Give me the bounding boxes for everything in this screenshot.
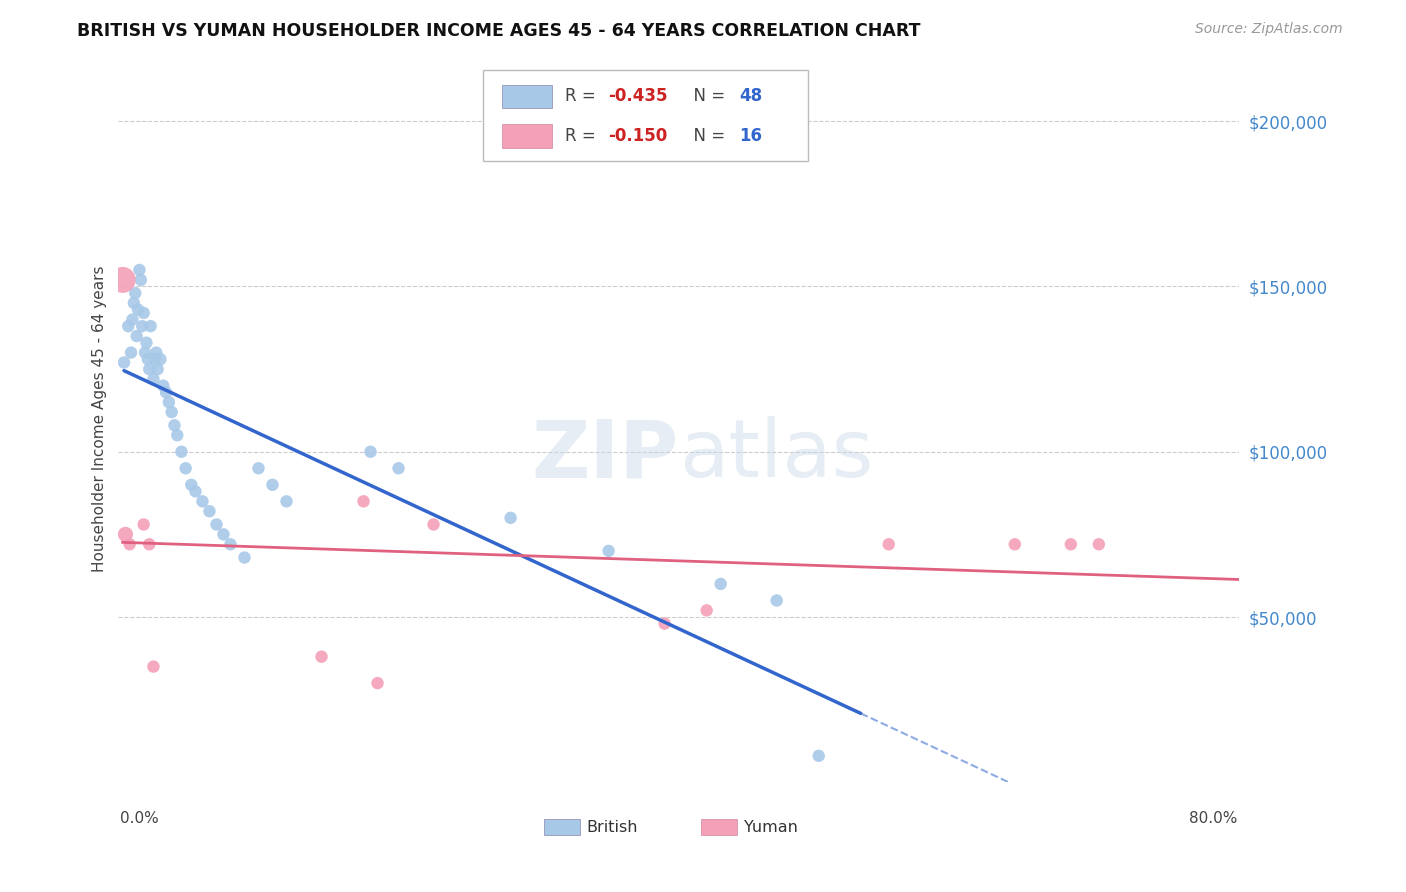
Point — [128, 263, 150, 277]
Point — [117, 319, 139, 334]
Point — [114, 527, 136, 541]
Point — [163, 418, 186, 433]
Bar — [702, 820, 737, 835]
Point — [134, 345, 156, 359]
Point — [184, 484, 207, 499]
Point — [205, 517, 228, 532]
Point — [276, 494, 298, 508]
Point — [262, 478, 284, 492]
Point — [111, 273, 134, 287]
Point — [765, 593, 787, 607]
Point — [180, 478, 202, 492]
Text: N =: N = — [683, 87, 731, 105]
Text: atlas: atlas — [679, 416, 873, 494]
Point — [124, 286, 146, 301]
Point — [219, 537, 242, 551]
Text: Source: ZipAtlas.com: Source: ZipAtlas.com — [1195, 22, 1343, 37]
Point — [233, 550, 256, 565]
Point — [247, 461, 270, 475]
Point — [212, 527, 235, 541]
Text: 16: 16 — [740, 127, 762, 145]
Point — [145, 345, 167, 359]
Point — [122, 296, 145, 310]
Point — [710, 577, 733, 591]
Point — [152, 378, 174, 392]
Text: Yuman: Yuman — [744, 820, 797, 835]
Text: -0.435: -0.435 — [607, 87, 668, 105]
Point — [1088, 537, 1111, 551]
Text: BRITISH VS YUMAN HOUSEHOLDER INCOME AGES 45 - 64 YEARS CORRELATION CHART: BRITISH VS YUMAN HOUSEHOLDER INCOME AGES… — [77, 22, 921, 40]
Point — [125, 329, 148, 343]
Text: R =: R = — [565, 127, 602, 145]
Point — [112, 355, 135, 369]
Point — [138, 362, 160, 376]
Point — [139, 319, 162, 334]
Point — [311, 649, 333, 664]
Point — [129, 273, 152, 287]
Point — [807, 748, 830, 763]
Point — [387, 461, 409, 475]
Text: 80.0%: 80.0% — [1189, 812, 1237, 826]
Point — [149, 352, 172, 367]
Point — [160, 405, 183, 419]
Point — [121, 312, 143, 326]
Point — [131, 319, 153, 334]
Text: 48: 48 — [740, 87, 762, 105]
Point — [142, 372, 165, 386]
Point — [143, 352, 166, 367]
Point — [118, 537, 141, 551]
Bar — [544, 820, 581, 835]
Point — [696, 603, 718, 617]
Point — [654, 616, 676, 631]
Point — [120, 345, 142, 359]
Point — [135, 335, 157, 350]
Point — [146, 362, 169, 376]
Point — [142, 659, 165, 673]
Point — [353, 494, 375, 508]
Point — [360, 444, 382, 458]
Text: 0.0%: 0.0% — [120, 812, 159, 826]
Point — [157, 395, 180, 409]
Point — [170, 444, 193, 458]
Point — [136, 352, 159, 367]
Point — [191, 494, 214, 508]
Point — [598, 544, 620, 558]
Point — [138, 537, 160, 551]
Point — [166, 428, 188, 442]
Point — [1004, 537, 1026, 551]
Point — [198, 504, 221, 518]
FancyBboxPatch shape — [482, 70, 807, 161]
Text: British: British — [586, 820, 638, 835]
Point — [877, 537, 900, 551]
Point — [132, 517, 155, 532]
Text: ZIP: ZIP — [531, 416, 679, 494]
Point — [174, 461, 197, 475]
Text: R =: R = — [565, 87, 602, 105]
Point — [155, 385, 177, 400]
Point — [1060, 537, 1083, 551]
Bar — [502, 85, 553, 108]
Point — [422, 517, 444, 532]
Point — [127, 302, 149, 317]
Bar — [502, 124, 553, 148]
Text: -0.150: -0.150 — [607, 127, 668, 145]
Point — [367, 676, 389, 690]
Text: N =: N = — [683, 127, 731, 145]
Point — [499, 511, 522, 525]
Y-axis label: Householder Income Ages 45 - 64 years: Householder Income Ages 45 - 64 years — [93, 266, 107, 572]
Point — [132, 306, 155, 320]
